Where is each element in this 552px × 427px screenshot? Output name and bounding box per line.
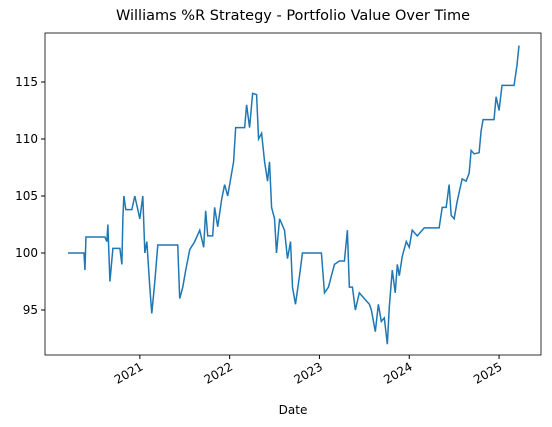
y-tick-label: 110 [15, 132, 38, 146]
y-tick-label: 95 [23, 303, 38, 317]
y-tick-label: 105 [15, 189, 38, 203]
x-tick-label: 2021 [112, 359, 145, 386]
x-tick-label: 2025 [471, 359, 504, 386]
x-tick-label: 2022 [202, 359, 235, 386]
line-series [67, 45, 520, 345]
y-tick-label: 100 [15, 246, 38, 260]
chart-title: Williams %R Strategy - Portfolio Value O… [116, 8, 470, 24]
x-tick-label: 2023 [291, 359, 324, 386]
y-tick-label: 115 [15, 75, 38, 89]
x-tick-label: 2024 [381, 359, 414, 386]
x-axis-label: Date [279, 403, 308, 417]
plot-frame [44, 32, 542, 356]
